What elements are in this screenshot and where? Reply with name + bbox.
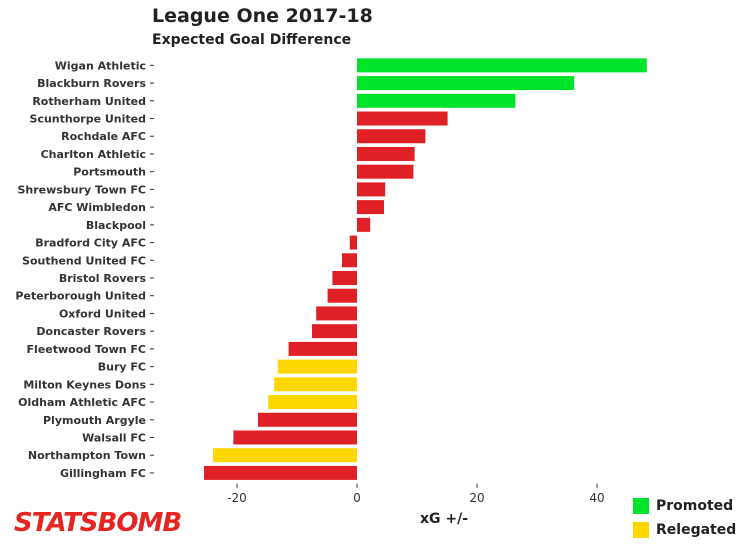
y-tick-label: Blackburn Rovers	[37, 77, 146, 90]
y-tick-label: Wigan Athletic	[55, 59, 146, 72]
bar	[357, 111, 448, 126]
bar	[213, 448, 357, 463]
y-tick-label: Scunthorpe United	[30, 113, 146, 126]
x-tick-label: -20	[227, 491, 247, 505]
y-tick-label: Rotherham United	[32, 95, 146, 108]
y-tick-label: Gillingham FC	[60, 467, 146, 480]
y-tick-label: Rochdale AFC	[61, 130, 146, 143]
y-tick-label: Northampton Town	[28, 449, 146, 462]
y-tick-label: AFC Wimbledon	[48, 201, 146, 214]
bar	[357, 146, 415, 161]
y-tick-label: Doncaster Rovers	[36, 325, 146, 338]
legend-label-promoted: Promoted	[656, 498, 734, 514]
bar	[268, 395, 357, 410]
y-tick-label: Shrewsbury Town FC	[18, 183, 147, 196]
bar	[332, 271, 357, 285]
bar	[277, 359, 357, 374]
y-tick-label: Portsmouth	[73, 166, 146, 179]
bar	[357, 76, 575, 91]
chart-subtitle: Expected Goal Difference	[152, 32, 352, 48]
y-tick-label: Blackpool	[86, 219, 146, 232]
bar	[204, 465, 357, 480]
y-tick-label: Peterborough United	[15, 290, 146, 303]
bar	[357, 200, 384, 215]
legend-item-relegated: Relegated	[633, 518, 736, 542]
bar	[274, 377, 357, 392]
bar	[342, 253, 357, 268]
bar	[327, 288, 357, 303]
bar	[316, 306, 357, 321]
y-tick-label: Walsall FC	[82, 431, 146, 444]
statsbomb-logo: STATSBOMB	[14, 508, 182, 538]
y-tick-label: Bristol Rovers	[59, 272, 147, 285]
x-tick-label: 0	[353, 491, 361, 505]
bar	[357, 93, 516, 108]
x-axis-label: xG +/-	[420, 511, 469, 527]
legend-label-relegated: Relegated	[656, 522, 737, 538]
y-tick-label: Southend United FC	[22, 254, 146, 267]
y-tick-label: Oldham Athletic AFC	[18, 396, 146, 409]
bar	[233, 430, 357, 445]
legend-swatch-promoted	[633, 498, 649, 514]
x-tick-label: 20	[469, 491, 484, 505]
y-tick-label: Charlton Athletic	[41, 148, 146, 161]
y-tick-label: Oxford United	[59, 307, 146, 320]
chart-title: League One 2017-18	[152, 5, 373, 27]
bar	[357, 58, 647, 73]
y-tick-label: Plymouth Argyle	[43, 414, 146, 427]
bar	[258, 412, 357, 427]
legend: Promoted Relegated	[633, 494, 736, 542]
bar	[288, 341, 357, 356]
x-tick-label: 40	[589, 491, 604, 505]
bar	[357, 129, 426, 144]
y-tick-label: Bradford City AFC	[35, 237, 146, 250]
y-tick-label: Milton Keynes Dons	[23, 378, 146, 391]
legend-swatch-relegated	[633, 522, 649, 538]
y-tick-label: Bury FC	[98, 361, 146, 374]
bar	[357, 164, 414, 179]
y-tick-label: Fleetwood Town FC	[27, 343, 146, 356]
bar	[349, 235, 357, 250]
bar	[312, 324, 357, 339]
bar	[357, 217, 371, 232]
legend-item-promoted: Promoted	[633, 494, 736, 518]
bar	[357, 182, 386, 197]
